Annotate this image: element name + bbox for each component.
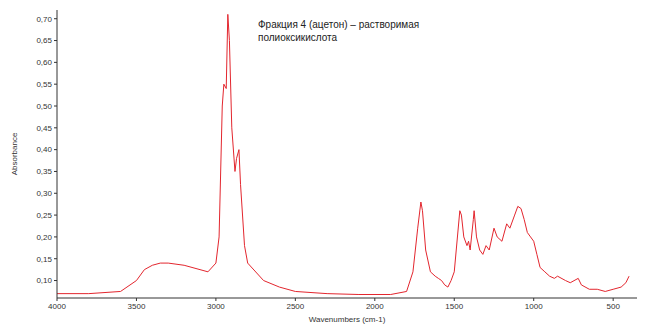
svg-text:Absorbance: Absorbance — [10, 132, 19, 175]
svg-text:0,60: 0,60 — [36, 58, 52, 67]
svg-text:2000: 2000 — [366, 302, 384, 311]
html-text:Фракция 4 (ацетон) – растворим: Фракция 4 (ацетон) – растворимая полиокс… — [258, 19, 420, 43]
svg-text:0,45: 0,45 — [36, 124, 52, 133]
svg-text:1000: 1000 — [525, 302, 543, 311]
svg-text:0,35: 0,35 — [36, 167, 52, 176]
svg-text:4000: 4000 — [48, 302, 66, 311]
svg-text:0,20: 0,20 — [36, 233, 52, 242]
svg-text:0,65: 0,65 — [36, 36, 52, 45]
svg-text:0,30: 0,30 — [36, 189, 52, 198]
svg-text:500: 500 — [606, 302, 620, 311]
svg-text:0,55: 0,55 — [36, 80, 52, 89]
svg-text:2500: 2500 — [286, 302, 304, 311]
svg-text:Wavenumbers (cm-1): Wavenumbers (cm-1) — [309, 315, 386, 324]
svg-text:0,50: 0,50 — [36, 102, 52, 111]
svg-text:3500: 3500 — [128, 302, 146, 311]
svg-text:0,10: 0,10 — [36, 276, 52, 285]
svg-text:3000: 3000 — [207, 302, 225, 311]
svg-text:0,15: 0,15 — [36, 255, 52, 264]
svg-text:0,70: 0,70 — [36, 15, 52, 24]
svg-text:1500: 1500 — [445, 302, 463, 311]
svg-text:0,25: 0,25 — [36, 211, 52, 220]
svg-text:0,40: 0,40 — [36, 145, 52, 154]
